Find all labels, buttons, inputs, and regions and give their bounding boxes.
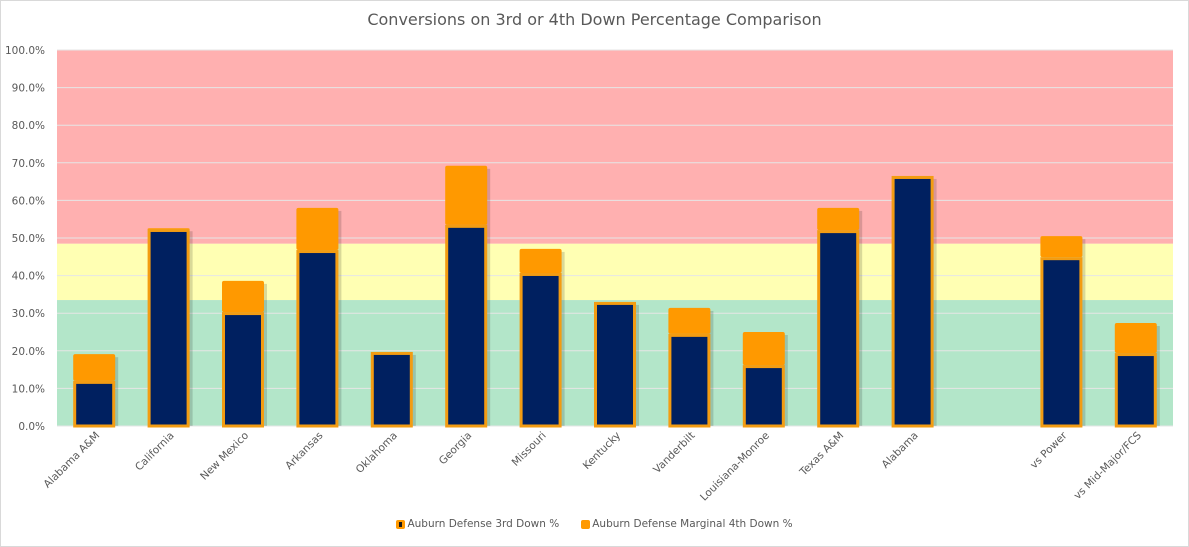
x-tick-label: Georgia: [437, 430, 475, 468]
y-tick-label: 10.0%: [12, 383, 45, 395]
y-tick-label: 90.0%: [12, 83, 45, 95]
bar-3rd-down: [445, 224, 488, 428]
legend-swatch-4th-down: [581, 519, 591, 529]
bar-3rd-down: [668, 333, 711, 428]
legend-swatch-3rd-down: [396, 519, 406, 529]
bar-3rd-down: [370, 351, 413, 428]
y-tick-label: 0.0%: [18, 421, 45, 433]
x-tick-label: Missouri: [510, 430, 549, 469]
bar-4th-down: [147, 228, 190, 229]
x-tick-label: Louisiana-Monroe: [698, 430, 772, 504]
bar-3rd-down: [296, 250, 339, 428]
y-tick-label: 80.0%: [12, 120, 45, 132]
bar-3rd-down: [891, 175, 934, 428]
bar-4th-down: [1040, 236, 1083, 258]
bar-4th-down: [519, 248, 562, 273]
chart-title: Conversions on 3rd or 4th Down Percentag…: [367, 10, 822, 29]
bar-3rd-down: [742, 365, 785, 428]
bar-3rd-down: [222, 312, 264, 428]
x-tick-label: California: [133, 430, 177, 474]
bar-3rd-down: [147, 228, 190, 428]
y-tick-label: 60.0%: [12, 195, 45, 207]
background-band: [57, 50, 1173, 244]
bar-4th-down: [668, 307, 711, 334]
x-tick-label: Oklahoma: [354, 430, 400, 476]
bar-3rd-down: [73, 380, 116, 428]
x-tick-label: Alabama A&M: [41, 430, 102, 491]
chart-legend: Auburn Defense 3rd Down % Auburn Defense…: [0, 518, 1189, 530]
bar-4th-down: [742, 332, 785, 366]
y-tick-label: 70.0%: [12, 158, 45, 170]
bar-3rd-down: [1114, 353, 1157, 428]
x-tick-label: Vanderbilt: [651, 430, 697, 476]
y-tick-label: 30.0%: [12, 308, 45, 320]
y-tick-label: 40.0%: [12, 271, 45, 283]
y-tick-label: 50.0%: [12, 233, 45, 245]
bar-4th-down: [817, 207, 860, 231]
legend-item-3rd-down: Auburn Defense 3rd Down %: [396, 518, 559, 530]
x-tick-label: vs Mid-Major/FCS: [1072, 429, 1144, 501]
x-tick-label: Arkansas: [283, 430, 325, 472]
bar-4th-down: [445, 165, 488, 225]
bar-3rd-down: [817, 230, 860, 428]
legend-label-4th-down: Auburn Defense Marginal 4th Down %: [592, 518, 793, 530]
bar-3rd-down: [519, 272, 562, 428]
bar-4th-down: [1114, 322, 1157, 354]
bar-3rd-down: [594, 301, 636, 428]
legend-label-3rd-down: Auburn Defense 3rd Down %: [407, 518, 560, 530]
y-tick-label: 100.0%: [5, 45, 45, 57]
bar-3rd-down: [1040, 257, 1083, 428]
bar-4th-down: [73, 354, 116, 381]
bar-4th-down: [222, 280, 264, 313]
bar-4th-down: [296, 207, 339, 251]
x-tick-label: Alabama: [879, 430, 920, 471]
x-tick-label: Texas A&M: [797, 430, 846, 479]
x-tick-label: Kentucky: [581, 430, 623, 472]
x-tick-label: New Mexico: [198, 430, 251, 483]
x-tick-label: vs Power: [1028, 429, 1070, 471]
y-tick-label: 20.0%: [12, 346, 45, 358]
legend-item-4th-down: Auburn Defense Marginal 4th Down %: [581, 518, 793, 530]
